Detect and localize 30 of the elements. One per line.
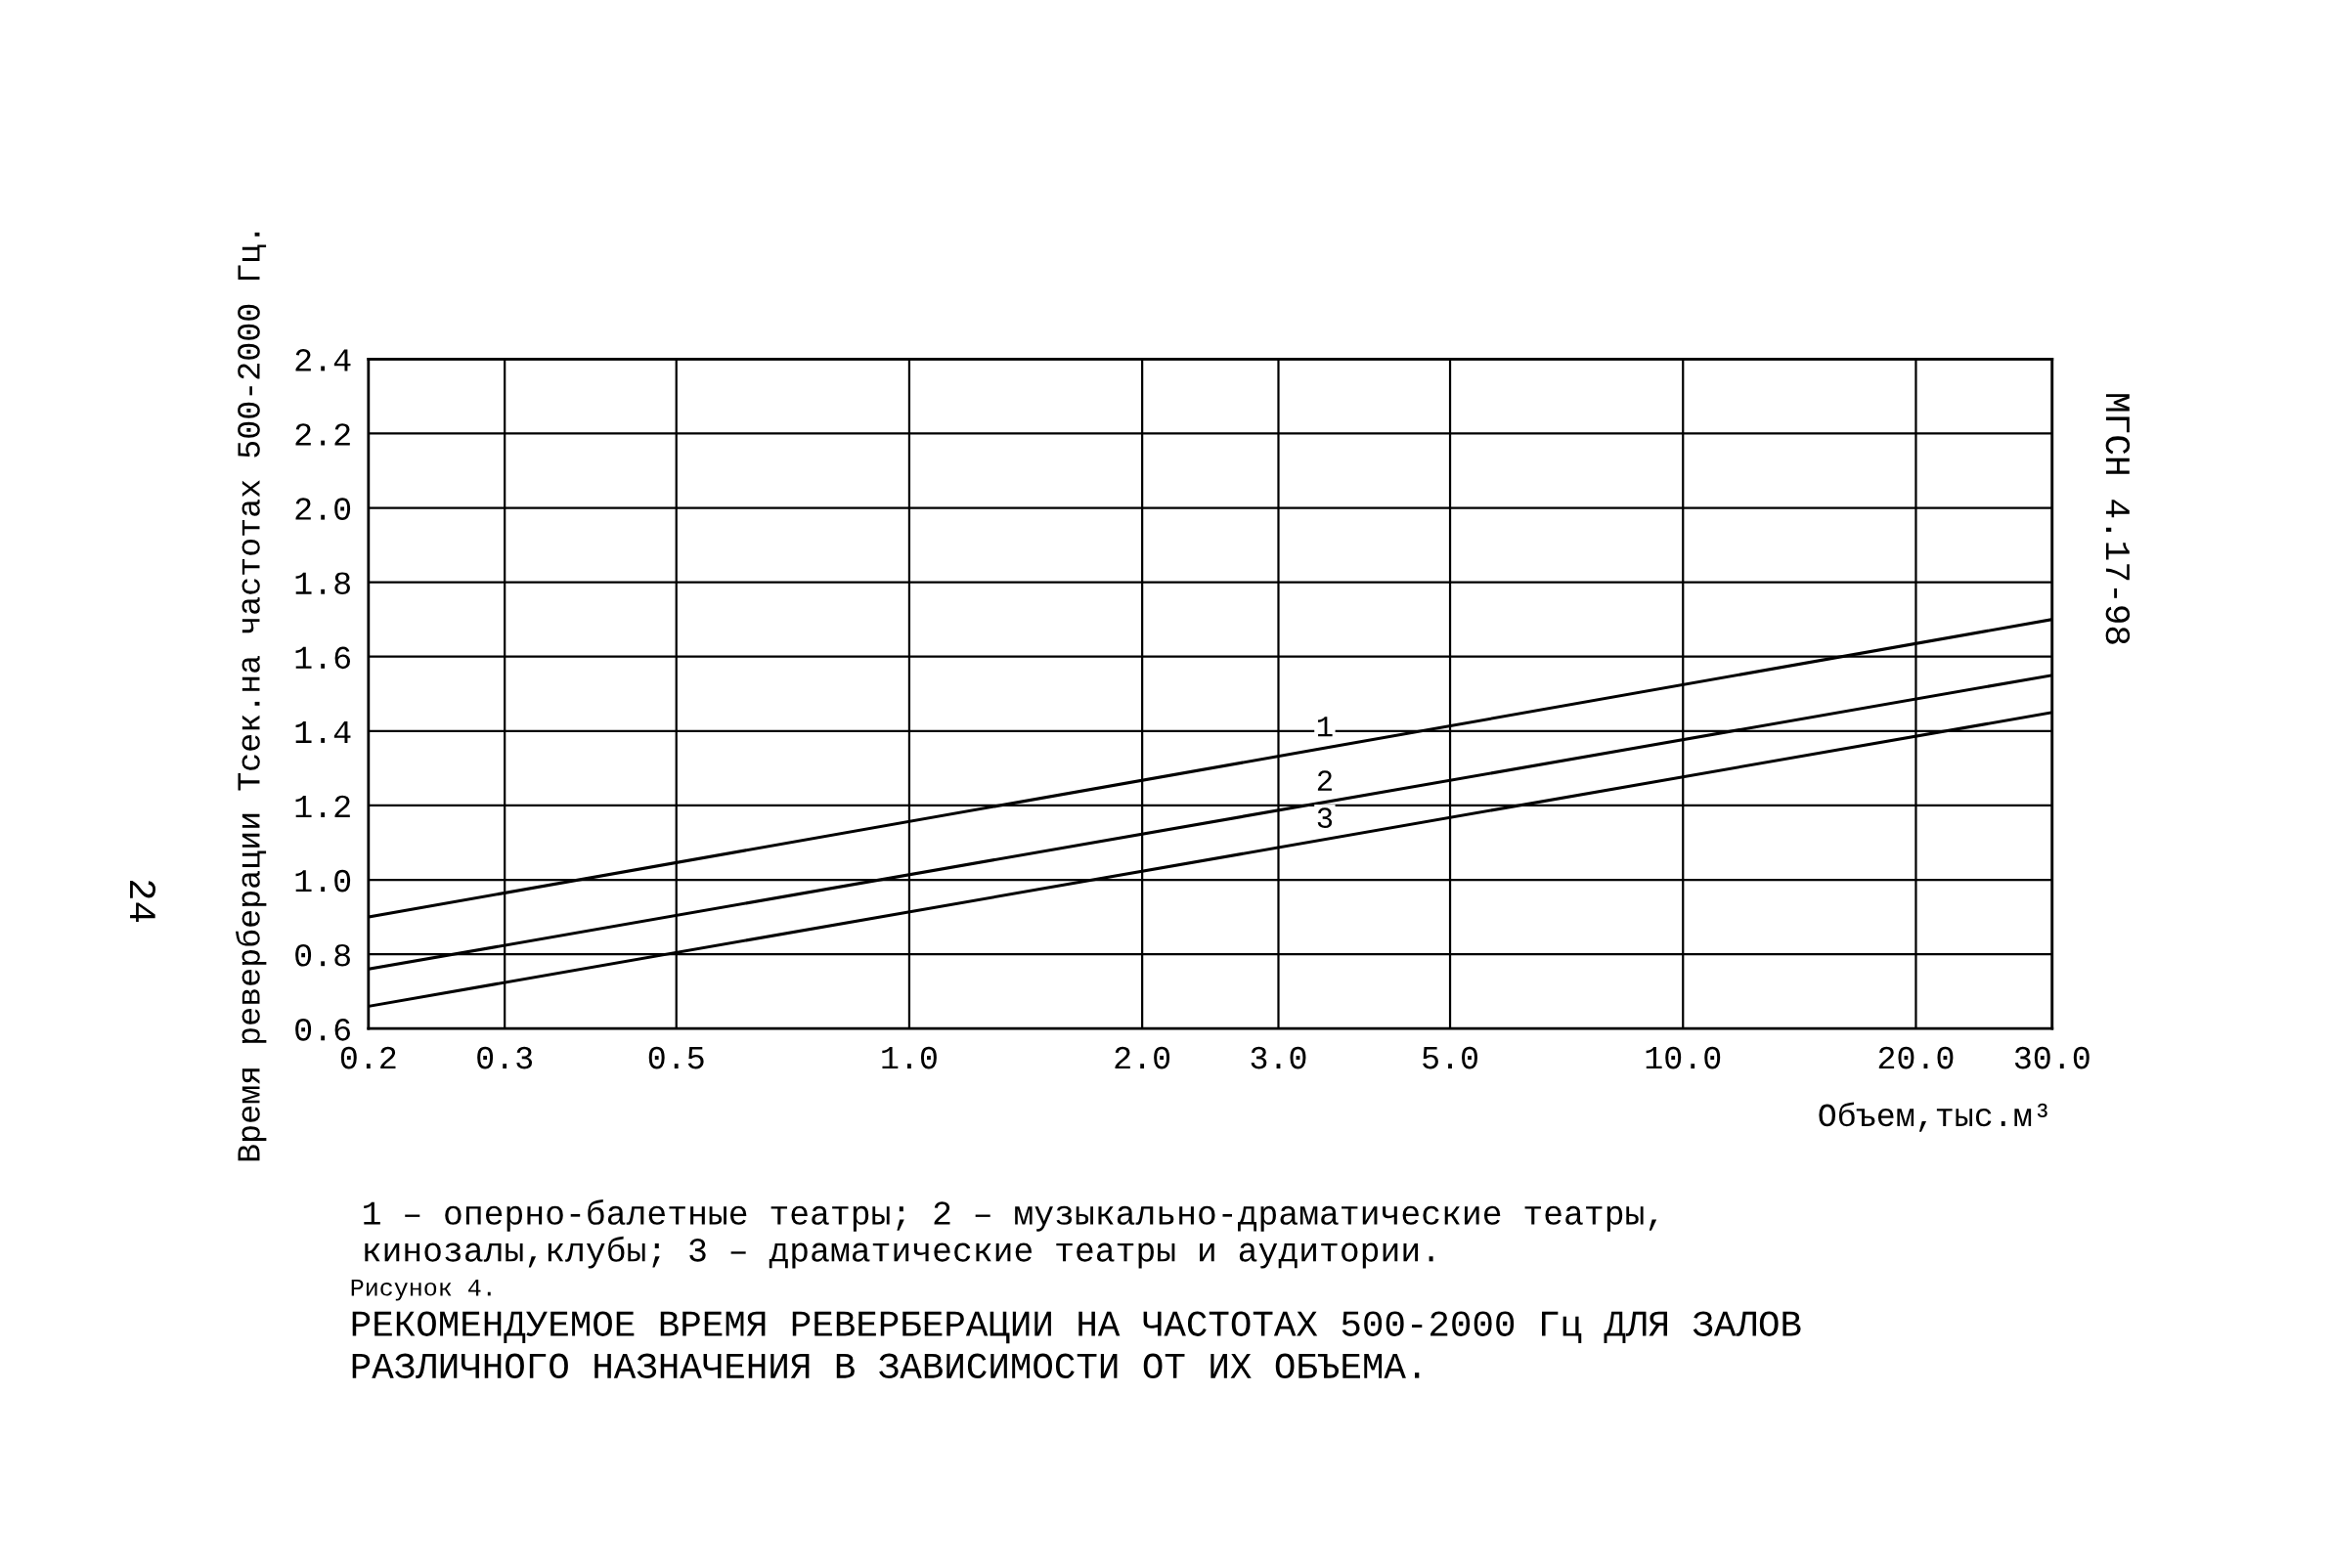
x-tick-label: 0.5 bbox=[648, 1046, 704, 1069]
x-tick-label: 20.0 bbox=[1878, 1046, 1954, 1069]
text: Рисунок 4. bbox=[351, 1279, 491, 1301]
x-tick-label: 2.0 bbox=[1115, 1046, 1170, 1069]
x-tick-label: 1.0 bbox=[882, 1046, 937, 1069]
x-tick-label: 0.3 bbox=[477, 1046, 533, 1069]
x-axis-title: Объем,тыс.м³ bbox=[1819, 1102, 2047, 1132]
text: 1 – оперно-балетные театры; 2 – музыкально-драматические театры, кинозалы,клубы; 3 – драматические театры и аудитории. bbox=[364, 1199, 1657, 1269]
text: МГСН 4.17-98 bbox=[2105, 394, 2131, 644]
y-tick-label: 1.6 bbox=[295, 646, 350, 670]
y-tick-label: 2.4 bbox=[295, 349, 351, 371]
series-label: 3 bbox=[1317, 807, 1333, 829]
y-tick-label: 1.0 bbox=[295, 869, 351, 893]
x-tick-label: 5.0 bbox=[1423, 1046, 1477, 1069]
series-label: 1 bbox=[1317, 717, 1333, 737]
y-tick-label: 1.2 bbox=[295, 795, 350, 817]
x-tick-label: 30.0 bbox=[2014, 1046, 2090, 1069]
y-tick-label: 1.4 bbox=[295, 720, 351, 743]
y-tick-label: 2.2 bbox=[295, 423, 350, 446]
series-label: 2 bbox=[1317, 770, 1332, 791]
y-axis-title: Время реверберации Тсек.на частотах 500-2000 Гц. bbox=[236, 232, 267, 1161]
y-tick-label: 0.8 bbox=[295, 943, 350, 967]
text: 24 bbox=[130, 880, 156, 922]
text: РЕКОМЕНДУЕМОЕ ВРЕМЯ РЕВЕРБЕРАЦИИ НА ЧАСТОТАХ 500-2000 Гц ДЛЯ ЗАЛОВ РАЗЛИЧНОГО НАЗНАЧЕНИЯ В ЗАВИСИМОСТИ ОТ ИХ ОБЪЕМА. bbox=[352, 1311, 1801, 1378]
y-tick-label: 2.0 bbox=[295, 498, 351, 520]
x-tick-label: 10.0 bbox=[1646, 1046, 1721, 1069]
y-tick-label: 1.8 bbox=[295, 572, 350, 595]
x-tick-label: 3.0 bbox=[1251, 1046, 1306, 1069]
x-tick-label: 0.2 bbox=[340, 1046, 396, 1069]
y-tick-label: 0.6 bbox=[295, 1019, 350, 1041]
